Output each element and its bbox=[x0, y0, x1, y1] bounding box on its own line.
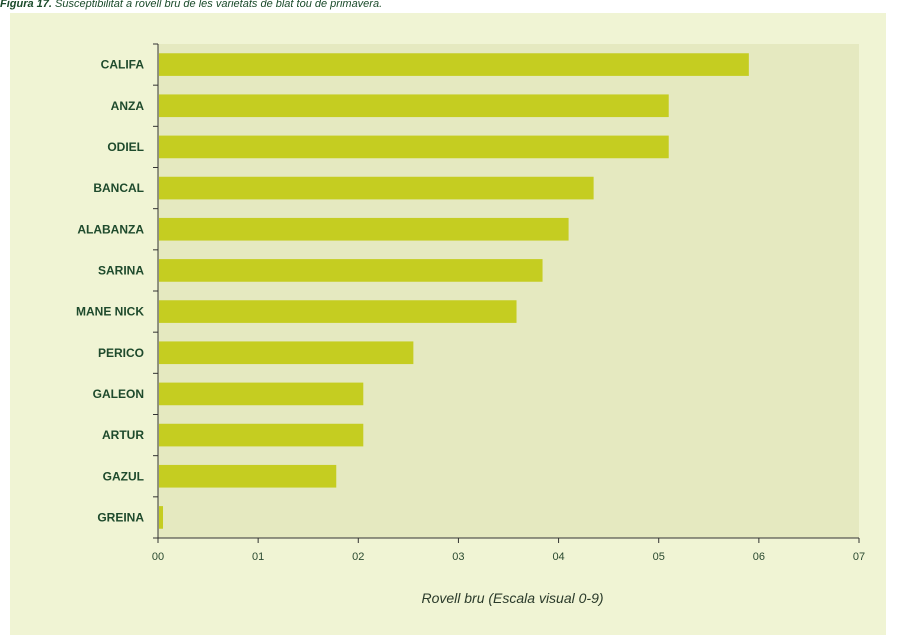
axes-group bbox=[153, 43, 859, 539]
category-label: GAZUL bbox=[103, 469, 144, 483]
x-tick-label: 05 bbox=[653, 551, 665, 563]
bar-alabanza bbox=[159, 217, 569, 241]
bar-perico bbox=[159, 341, 414, 365]
category-label: GALEON bbox=[93, 387, 144, 401]
x-tick-label: 00 bbox=[152, 551, 164, 563]
bars-group bbox=[159, 53, 749, 529]
bar-bancal bbox=[159, 176, 594, 200]
category-label: ALABANZA bbox=[77, 222, 144, 236]
bar-gazul bbox=[159, 464, 337, 488]
category-label: ANZA bbox=[111, 99, 145, 113]
category-label: PERICO bbox=[98, 346, 144, 360]
category-label: SARINA bbox=[98, 263, 144, 277]
bar-sarina bbox=[159, 259, 543, 282]
x-tick-label: 04 bbox=[552, 551, 564, 563]
x-tick-label: 06 bbox=[753, 551, 765, 563]
category-label: BANCAL bbox=[93, 181, 144, 195]
category-label: MANE NICK bbox=[76, 305, 144, 319]
plot-area bbox=[158, 44, 859, 538]
bar-anza bbox=[159, 94, 669, 118]
x-tick-label: 03 bbox=[452, 551, 464, 563]
figure-caption-prefix: Figura 17. bbox=[0, 0, 52, 10]
x-tick-label: 01 bbox=[252, 551, 264, 563]
category-label: CALIFA bbox=[101, 58, 145, 72]
bar-galeon bbox=[159, 382, 364, 406]
x-tick-label: 02 bbox=[352, 551, 364, 563]
category-label: GREINA bbox=[97, 510, 144, 524]
bar-mane-nick bbox=[159, 300, 517, 323]
category-label: ARTUR bbox=[102, 428, 144, 442]
figure-caption: Figura 17. Susceptibilitat a rovell bru … bbox=[0, 0, 382, 10]
bar-artur bbox=[159, 423, 364, 447]
bar-califa bbox=[159, 53, 749, 76]
figure-caption-text: Susceptibilitat a rovell bru de les vari… bbox=[51, 0, 383, 10]
category-label: ODIEL bbox=[107, 140, 144, 154]
category-labels-group: CALIFA ANZA ODIEL BANCAL ALABANZA SARINA MANE … bbox=[76, 58, 144, 525]
bar-greina bbox=[159, 506, 164, 529]
x-ticks-group: 00 01 02 03 04 05 06 07 bbox=[152, 538, 865, 563]
x-axis-title: Rovell bru (Escala visual 0-9) bbox=[421, 590, 603, 606]
bar-odiel bbox=[159, 135, 669, 159]
x-tick-label: 07 bbox=[853, 551, 865, 563]
